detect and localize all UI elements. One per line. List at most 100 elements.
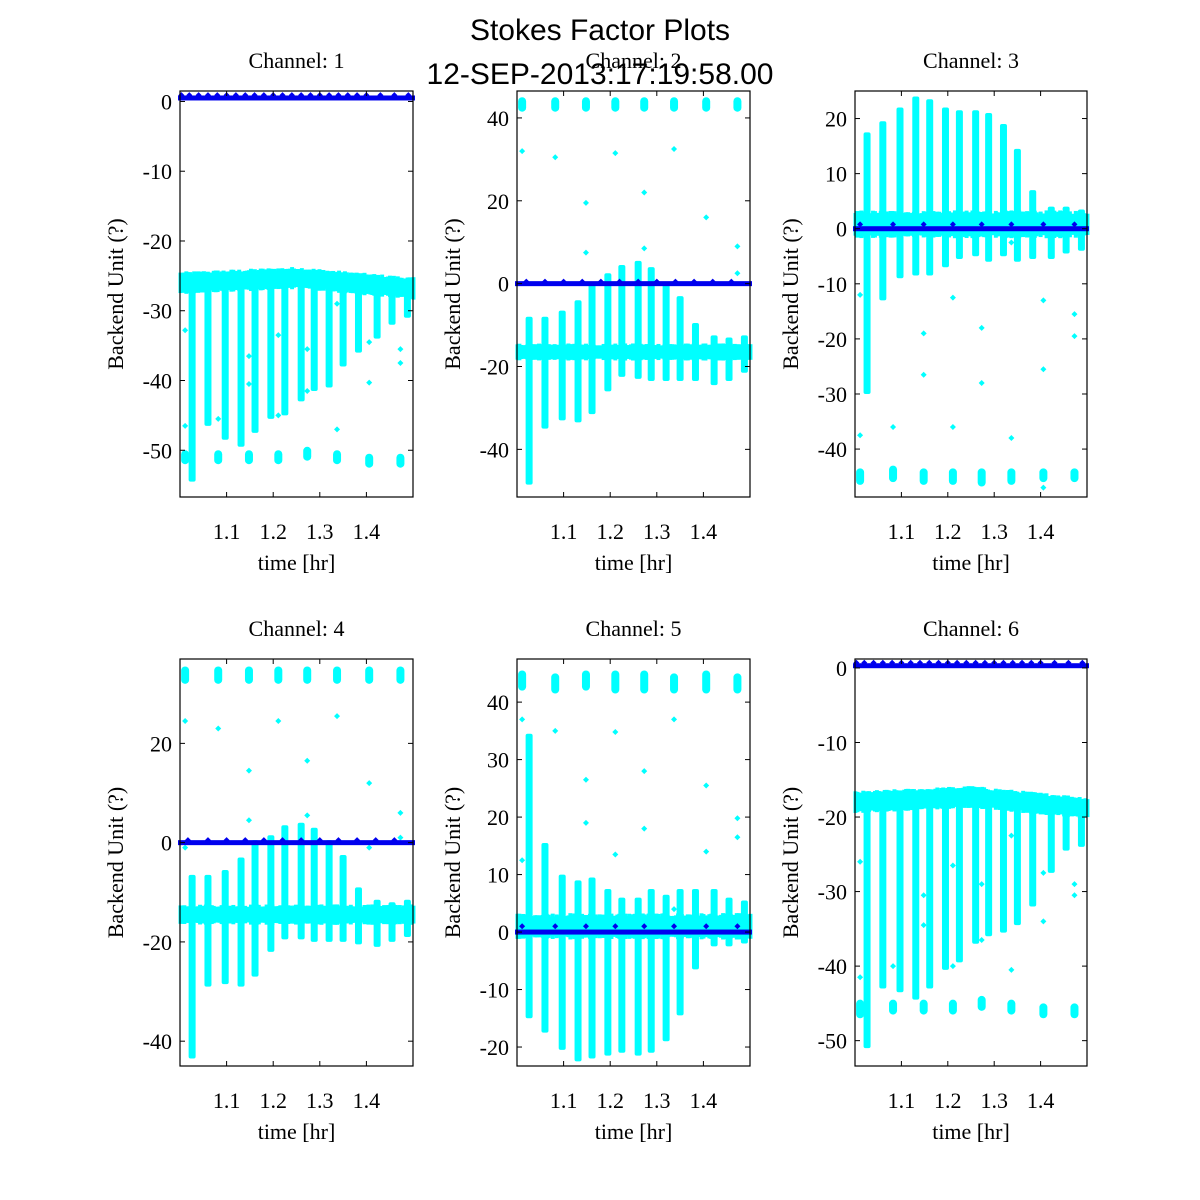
stokes-marker <box>582 923 589 930</box>
spike-column <box>558 310 566 421</box>
outlier-cluster <box>640 97 649 112</box>
scatter-point <box>920 892 927 899</box>
stokes-marker <box>344 92 351 99</box>
scatter-point <box>890 963 897 970</box>
spike-column <box>662 281 670 381</box>
stokes-marker <box>186 92 193 99</box>
scatter-point <box>734 270 741 277</box>
stokes-marker <box>963 659 970 666</box>
scatter-point <box>582 199 589 206</box>
outlier-cluster <box>1039 468 1048 483</box>
y-tick-label: 40 <box>487 690 509 715</box>
y-tick-label: 0 <box>836 217 847 242</box>
stokes-marker <box>560 278 567 285</box>
subplot-channel-4: Channel: 4 1.1 1.2 1.3 1.4 20 0 -20 -40 time [hr]… <box>103 616 416 1144</box>
outlier-cluster <box>1007 999 1016 1015</box>
scatter-point <box>1008 966 1015 973</box>
x-axis-label: time [hr] <box>258 1119 336 1144</box>
scatter-point <box>857 974 864 981</box>
outlier-cluster <box>581 670 590 691</box>
axes-frame <box>854 658 1088 1067</box>
scatter-point <box>519 716 526 723</box>
spike-column <box>955 802 963 963</box>
outlier-cluster <box>702 670 711 694</box>
spike-column <box>1029 190 1037 260</box>
spike-column <box>204 874 212 987</box>
y-tick-label: 0 <box>498 920 509 945</box>
stokes-marker <box>949 221 956 228</box>
spike-column <box>1013 802 1021 926</box>
subplot-title: Channel: 4 <box>249 616 345 641</box>
stokes-line <box>178 95 415 101</box>
outlier-cluster <box>303 446 312 461</box>
stokes-marker <box>523 278 530 285</box>
spike-column <box>985 113 993 262</box>
outlier-cluster <box>181 666 190 684</box>
outlier-cluster <box>396 453 405 468</box>
y-tick-label: -30 <box>818 880 847 905</box>
x-tick-label: 1.3 <box>980 519 1008 544</box>
spike-column <box>588 283 596 415</box>
spike-column <box>1047 206 1055 260</box>
y-tick-label: -40 <box>480 437 509 462</box>
spike-column <box>267 835 275 952</box>
spike-column <box>237 857 245 987</box>
stokes-marker <box>316 837 323 844</box>
outlier-cluster <box>518 97 527 112</box>
stokes-marker <box>288 92 295 99</box>
outlier-cluster <box>551 673 560 694</box>
y-tick-label: -10 <box>143 159 172 184</box>
spike-column <box>541 316 549 429</box>
spike-column <box>354 887 362 945</box>
scatter-point <box>397 346 404 353</box>
plot-area <box>178 666 416 1059</box>
scatter-point <box>552 727 559 734</box>
scatter-point <box>978 937 985 944</box>
scatter-point <box>671 146 678 152</box>
scatter-point <box>519 148 526 155</box>
stokes-marker <box>907 659 914 666</box>
y-tick-label: -20 <box>818 327 847 352</box>
outlier-cluster <box>303 666 312 684</box>
stokes-marker <box>204 837 211 844</box>
x-axis-label: time [hr] <box>932 550 1010 575</box>
spike-column <box>634 260 642 379</box>
x-tick-label: 1.2 <box>934 1088 962 1113</box>
stokes-marker <box>981 659 988 666</box>
scatter-point <box>1040 869 1047 876</box>
scatter-point <box>366 780 373 787</box>
stokes-marker <box>1040 221 1047 228</box>
outlier-cluster <box>977 468 986 487</box>
outlier-cluster <box>919 468 928 485</box>
spike-column <box>604 888 612 1056</box>
outlier-cluster <box>244 450 253 465</box>
spike-column <box>955 110 963 260</box>
stokes-marker <box>354 92 361 99</box>
x-tick-label: 1.4 <box>353 1088 381 1113</box>
spike-column <box>297 822 305 940</box>
scatter-point <box>182 327 189 334</box>
scatter-point <box>304 346 311 353</box>
spike-column <box>912 96 920 276</box>
scatter-point <box>1040 484 1047 491</box>
stokes-marker <box>653 278 660 285</box>
subplot-channel-2: Channel: 2 1.1 1.2 1.3 1.4 40 20 0 -20 -40 time [h… <box>440 48 753 575</box>
stokes-line <box>178 840 415 846</box>
y-tick-label: -40 <box>143 369 172 394</box>
spike-column <box>1029 802 1037 907</box>
stokes-marker <box>204 92 211 99</box>
subplot-title: Channel: 2 <box>586 48 682 73</box>
spike-column <box>373 282 381 339</box>
stokes-marker <box>260 92 267 99</box>
y-tick-label: -50 <box>143 438 172 463</box>
spike-column <box>188 874 196 1059</box>
spike-column <box>525 316 533 485</box>
spike-column <box>354 282 362 353</box>
spike-column <box>879 121 887 301</box>
spike-column <box>985 802 993 937</box>
stokes-marker <box>926 659 933 666</box>
scatter-point <box>920 371 927 378</box>
subplot-channel-6: Channel: 6 1.1 1.2 1.3 1.4 0 -10 -20 -30 -40 -50 ti… <box>778 616 1090 1144</box>
outlier-cluster <box>214 666 223 684</box>
axes-frame <box>516 658 751 1067</box>
